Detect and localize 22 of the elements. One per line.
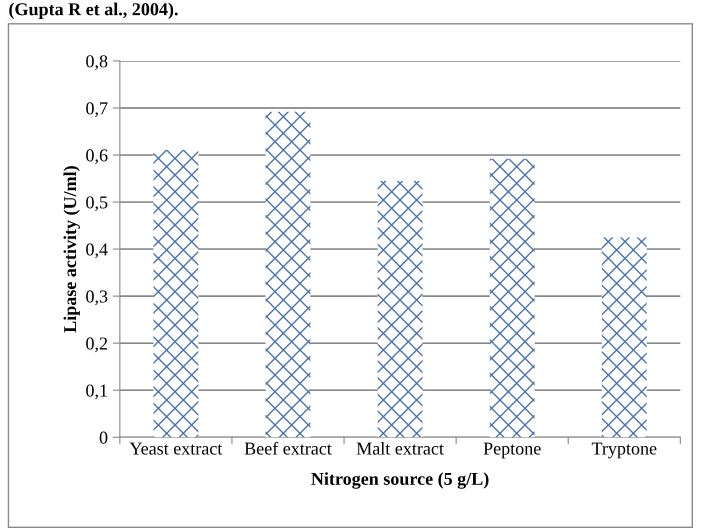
y-tick-label: 0,3 bbox=[86, 290, 108, 306]
bar bbox=[602, 237, 647, 438]
x-axis-title: Nitrogen source (5 g/L) bbox=[311, 472, 488, 489]
bar bbox=[266, 112, 310, 438]
x-tick-label: Malt extract bbox=[356, 442, 444, 455]
bar bbox=[490, 158, 535, 438]
y-tick-label: 0,4 bbox=[86, 243, 108, 258]
x-tick-label: Yeast extract bbox=[130, 442, 222, 455]
y-tick-label: 0 bbox=[100, 432, 108, 444]
y-tick-label: 0,5 bbox=[86, 196, 108, 212]
x-tick-label: Tryptone bbox=[592, 442, 656, 458]
x-tick-label: Beef extract bbox=[244, 442, 332, 455]
text: (Gupta R et al., 2004). bbox=[9, 2, 178, 20]
y-tick-label: 0,6 bbox=[86, 149, 108, 164]
y-tick-label: 0,7 bbox=[86, 102, 108, 118]
bar bbox=[378, 180, 423, 438]
y-tick-label: 0,2 bbox=[86, 337, 108, 352]
y-axis-title: Lipase activity (U/ml) bbox=[63, 166, 80, 333]
y-tick-label: 0,1 bbox=[86, 384, 107, 400]
x-tick-label: Peptone bbox=[484, 442, 541, 458]
y-tick-label: 0,8 bbox=[86, 55, 108, 70]
bar bbox=[153, 150, 198, 438]
